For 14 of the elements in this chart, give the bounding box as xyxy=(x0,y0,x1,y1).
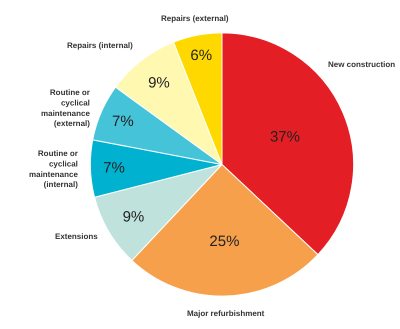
data-label: 6% xyxy=(190,47,212,64)
data-label: 37% xyxy=(270,128,300,146)
data-label: 7% xyxy=(112,113,134,130)
slice-label: Routine or cyclical maintenance (internal) xyxy=(29,149,78,190)
slice-label: Routine or cyclical maintenance (external) xyxy=(41,88,90,128)
slice-label: Repairs (internal) xyxy=(67,41,134,50)
slice-label: New construction xyxy=(328,60,396,69)
slice-label: Repairs (external) xyxy=(161,14,229,23)
data-label: 7% xyxy=(103,159,125,176)
data-label: 25% xyxy=(209,233,240,250)
slice-label: Extensions xyxy=(55,232,98,241)
slice-label: Major refurbishment xyxy=(187,309,265,318)
data-label: 9% xyxy=(122,208,144,226)
data-label: 9% xyxy=(148,74,170,92)
